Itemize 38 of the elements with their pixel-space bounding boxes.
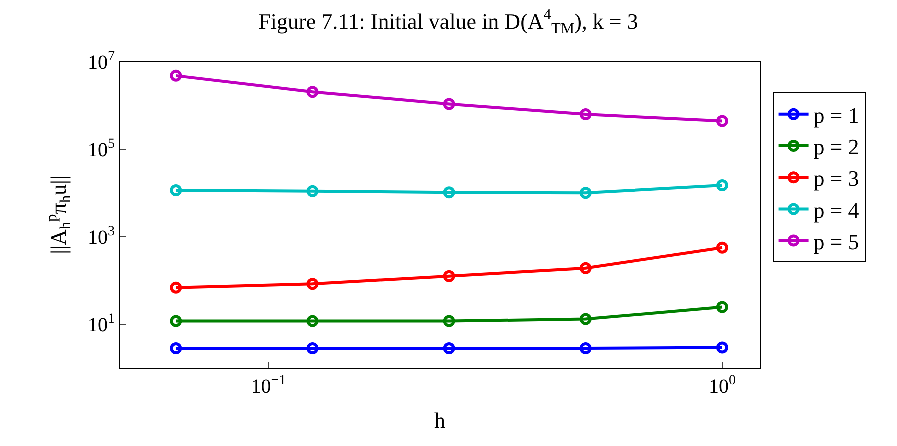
point (716, 179, 728, 192)
point (306, 278, 319, 290)
point (716, 342, 728, 354)
point (580, 262, 592, 274)
x-axis-title: h (434, 408, 446, 433)
point (306, 185, 319, 198)
point (306, 342, 319, 354)
point (443, 315, 456, 328)
point (170, 184, 182, 196)
point (170, 70, 182, 82)
point (443, 98, 456, 110)
x-tick-label: 10$^{0}$ (708, 374, 736, 398)
legend-label: p = 3 (814, 166, 860, 192)
point (306, 315, 319, 328)
point (443, 186, 456, 199)
point (580, 187, 592, 200)
y-tick-label: 10$^{5}$ (88, 137, 115, 162)
legend-label: p = 5 (814, 229, 860, 254)
point (170, 315, 182, 328)
y-tick-label: 10$^{1}$ (88, 312, 115, 336)
y-tick-label: 10$^{3}$ (88, 224, 115, 249)
y-tick-label: 10$^{7}$ (88, 50, 115, 74)
point (170, 342, 182, 354)
legend-label: p = 1 (814, 102, 860, 128)
point (716, 301, 728, 314)
point (716, 115, 728, 128)
point (580, 313, 592, 326)
point (443, 342, 456, 354)
point (580, 342, 592, 354)
point (716, 242, 728, 254)
point (170, 282, 182, 294)
legend-label: p = 2 (814, 134, 860, 160)
point (443, 270, 456, 282)
x-tick-label: 10$^{−1}$ (251, 374, 286, 398)
point (580, 108, 592, 120)
chart-title: Figure 7.11: Initial value in D(A$^{4}$$_{TM}$), k = 3 (258, 6, 638, 38)
legend-label: p = 4 (814, 198, 860, 223)
point (306, 86, 319, 98)
